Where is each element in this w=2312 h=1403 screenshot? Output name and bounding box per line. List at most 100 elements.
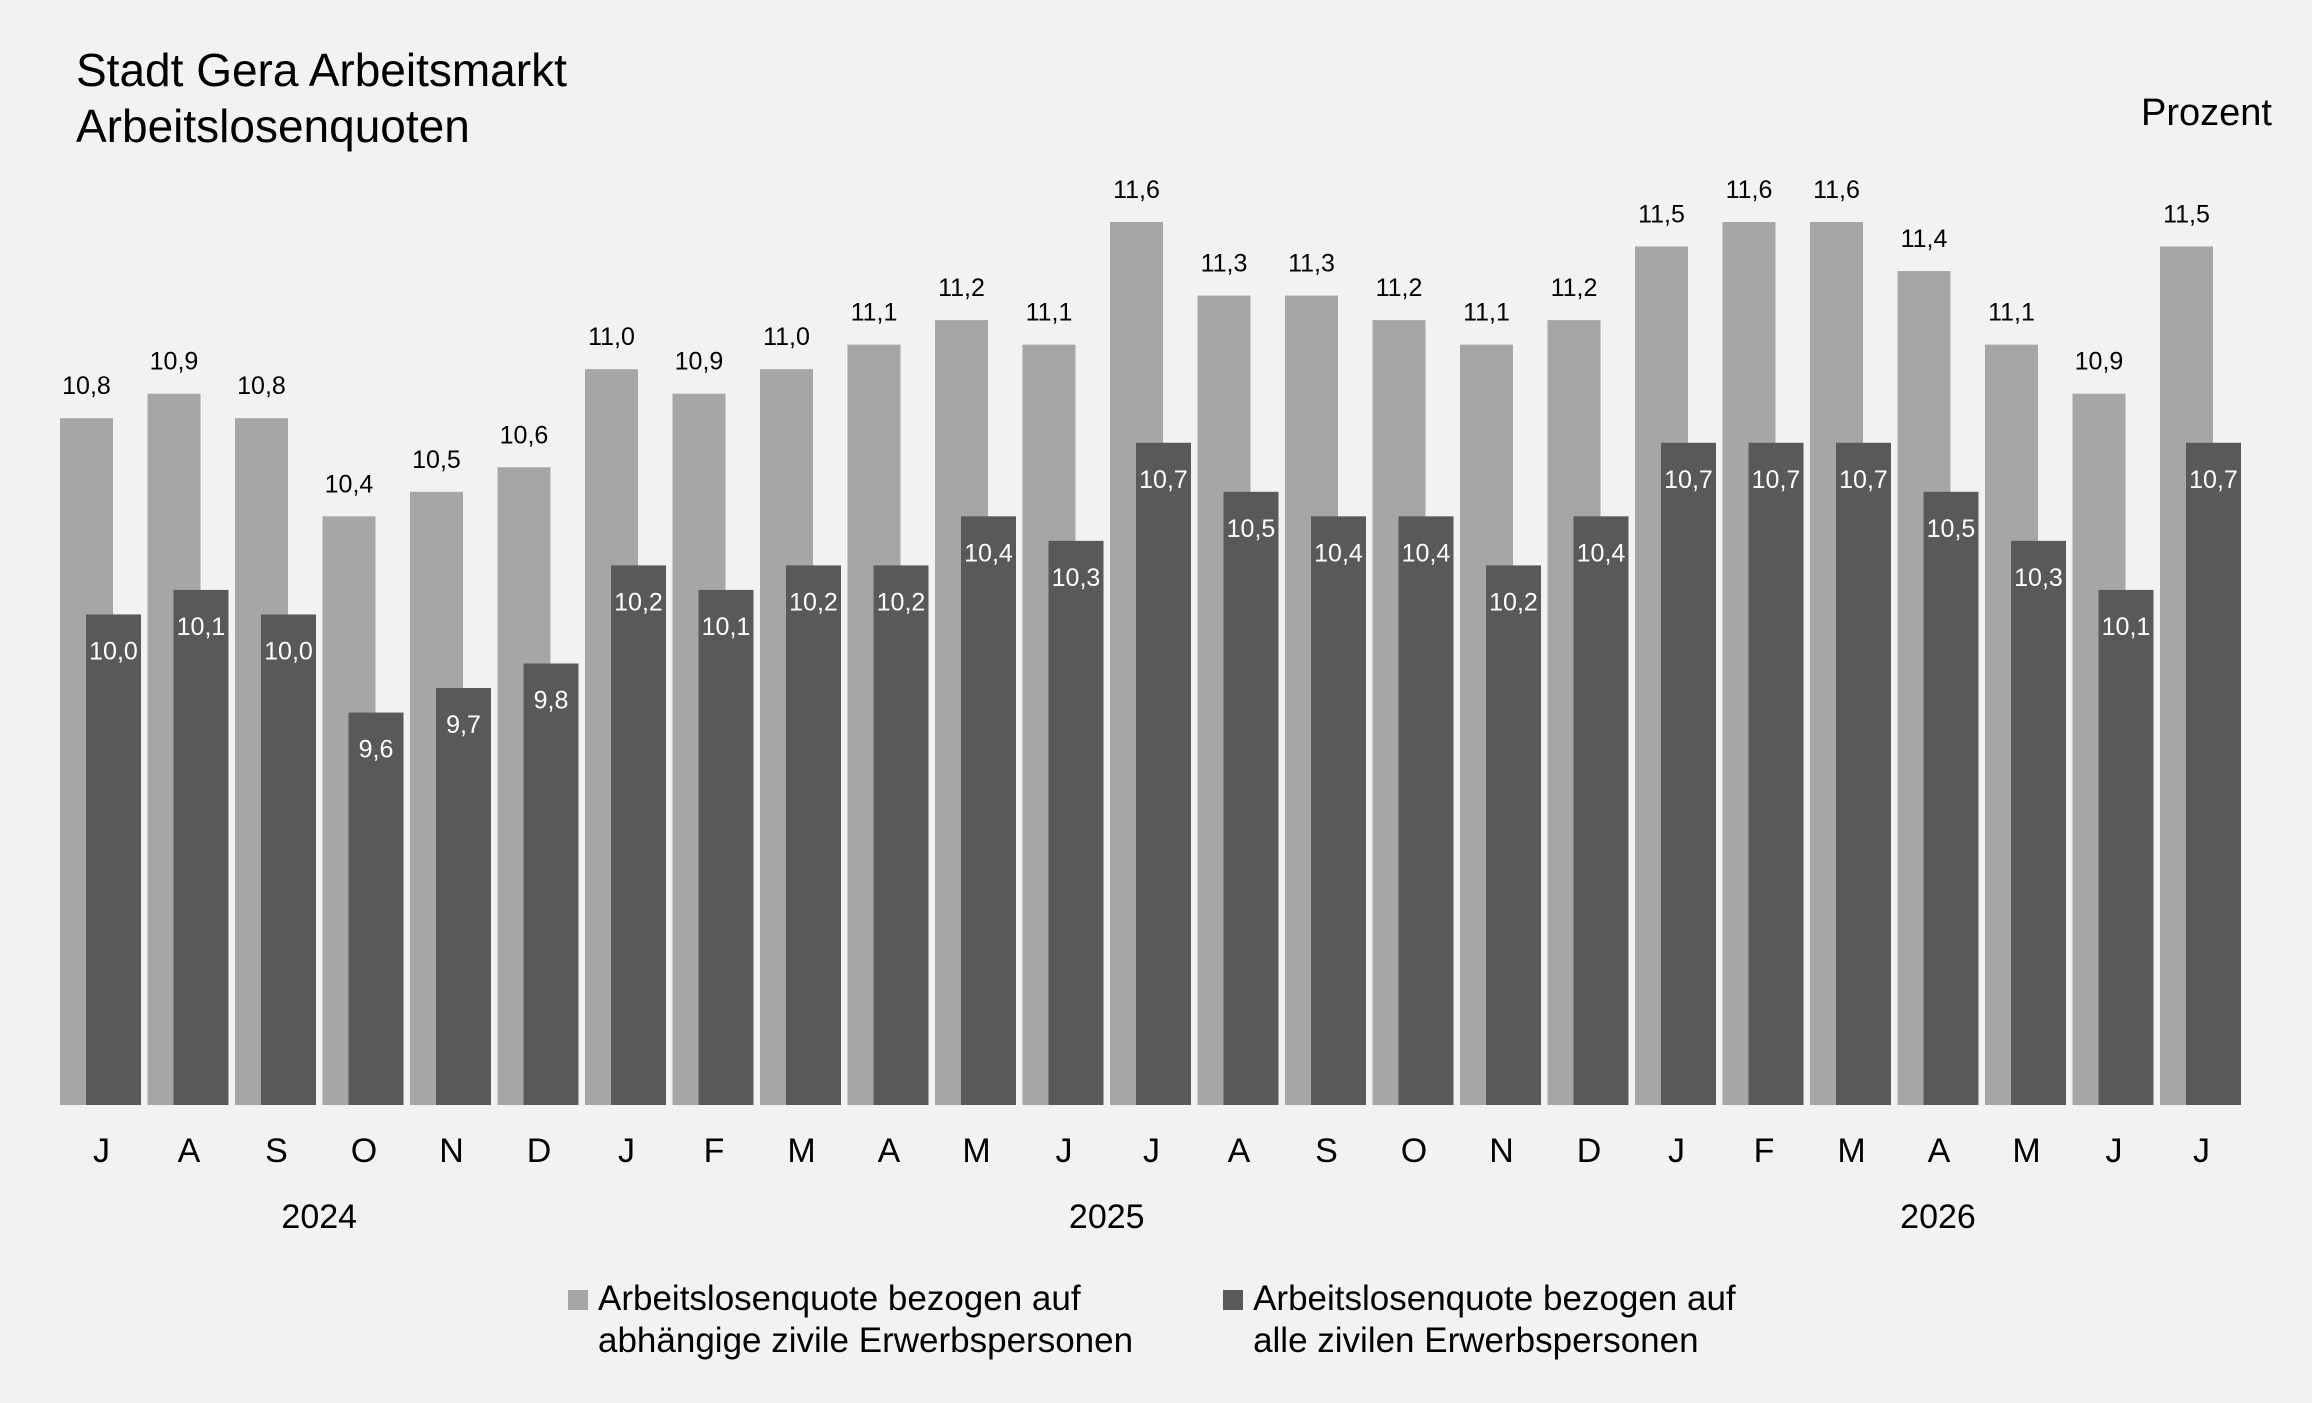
data-label-all-11: 10,3 xyxy=(1052,564,1101,592)
bar-all-8 xyxy=(786,565,841,1105)
x-tick-label-2: S xyxy=(265,1132,288,1170)
data-label-dependent-22: 11,1 xyxy=(1988,299,2035,327)
data-label-all-0: 10,0 xyxy=(89,637,138,665)
data-label-dependent-0: 10,8 xyxy=(62,372,111,400)
data-label-all-8: 10,2 xyxy=(789,588,838,616)
legend-label-all-line2: alle zivilen Erwerbspersonen xyxy=(1253,1321,1699,1360)
data-label-all-13: 10,5 xyxy=(1227,515,1276,543)
x-tick-label-9: A xyxy=(878,1132,901,1170)
data-label-dependent-23: 10,9 xyxy=(2075,348,2124,376)
x-tick-label-12: J xyxy=(1143,1132,1160,1170)
x-tick-label-3: O xyxy=(351,1132,377,1170)
bar-all-19 xyxy=(1748,442,1804,1105)
x-tick-label-4: N xyxy=(439,1132,464,1170)
data-label-all-16: 10,2 xyxy=(1489,588,1538,616)
bar-all-0 xyxy=(86,614,141,1105)
x-tick-label-20: M xyxy=(1837,1132,1865,1170)
legend-item-all: Arbeitslosenquote bezogen auf alle zivil… xyxy=(1223,1278,1736,1362)
data-label-dependent-21: 11,4 xyxy=(1901,225,1948,253)
bar-all-4 xyxy=(436,688,491,1105)
bar-all-5 xyxy=(523,663,579,1105)
data-label-all-15: 10,4 xyxy=(1402,539,1451,567)
bar-all-12 xyxy=(1136,442,1191,1105)
legend-label-dependent-line1: Arbeitslosenquote bezogen auf xyxy=(598,1279,1081,1318)
bar-all-2 xyxy=(261,614,316,1105)
data-label-all-20: 10,7 xyxy=(1839,466,1888,494)
data-label-all-6: 10,2 xyxy=(614,588,663,616)
x-tick-label-15: O xyxy=(1401,1132,1427,1170)
x-tick-label-10: M xyxy=(962,1132,990,1170)
legend-label-all-line1: Arbeitslosenquote bezogen auf xyxy=(1253,1279,1736,1318)
x-tick-label-5: D xyxy=(527,1132,552,1170)
x-tick-label-7: F xyxy=(704,1132,725,1170)
bar-all-13 xyxy=(1223,491,1279,1105)
data-label-dependent-16: 11,1 xyxy=(1463,299,1510,327)
data-label-dependent-13: 11,3 xyxy=(1201,250,1248,278)
data-label-all-18: 10,7 xyxy=(1664,466,1713,494)
title-line-1: Stadt Gera Arbeitsmarkt xyxy=(76,44,567,96)
bar-all-18 xyxy=(1661,442,1716,1105)
data-label-dependent-24: 11,5 xyxy=(2163,201,2210,229)
data-label-all-21: 10,5 xyxy=(1927,515,1976,543)
data-label-dependent-10: 11,2 xyxy=(938,274,985,302)
x-tick-label-8: M xyxy=(787,1132,815,1170)
x-tick-label-14: S xyxy=(1315,1132,1338,1170)
bar-all-10 xyxy=(961,516,1016,1105)
data-label-all-12: 10,7 xyxy=(1139,466,1188,494)
x-tick-label-23: J xyxy=(2106,1132,2123,1170)
bar-all-20 xyxy=(1836,442,1891,1105)
data-label-all-17: 10,4 xyxy=(1577,539,1626,567)
x-tick-label-24: J xyxy=(2193,1132,2210,1170)
x-tick-label-21: A xyxy=(1928,1132,1951,1170)
bar-all-14 xyxy=(1311,516,1366,1105)
data-label-dependent-11: 11,1 xyxy=(1026,299,1073,327)
legend-item-dependent: Arbeitslosenquote bezogen auf abhängige … xyxy=(568,1278,1133,1362)
data-label-dependent-20: 11,6 xyxy=(1813,176,1860,204)
bar-all-24 xyxy=(2186,442,2241,1105)
legend-swatch-all xyxy=(1223,1290,1244,1310)
data-label-all-2: 10,0 xyxy=(264,637,313,665)
x-tick-label-6: J xyxy=(618,1132,635,1170)
bar-all-6 xyxy=(611,565,666,1105)
bar-chart: 10,8 10,9 10,8 10,4 10,5 10,6 11,0 10,9 11,0 11,1… xyxy=(60,176,2241,1236)
data-label-all-5: 9,8 xyxy=(534,687,569,715)
data-label-dependent-14: 11,3 xyxy=(1288,250,1335,278)
bar-all-7 xyxy=(698,589,754,1105)
data-label-all-23: 10,1 xyxy=(2102,613,2151,641)
data-label-all-7: 10,1 xyxy=(702,613,751,641)
x-tick-label-18: J xyxy=(1668,1132,1685,1170)
data-label-all-19: 10,7 xyxy=(1752,466,1801,494)
data-label-dependent-5: 10,6 xyxy=(500,421,549,449)
data-label-all-22: 10,3 xyxy=(2014,564,2063,592)
x-tick-label-1: A xyxy=(178,1132,201,1170)
year-label-2025: 2025 xyxy=(1069,1198,1145,1236)
data-label-all-24: 10,7 xyxy=(2189,466,2238,494)
x-tick-label-11: J xyxy=(1056,1132,1073,1170)
bar-all-16 xyxy=(1486,565,1541,1105)
legend-swatch-dependent xyxy=(568,1290,588,1310)
x-tick-label-13: A xyxy=(1228,1132,1251,1170)
title-line-2: Arbeitslosenquoten xyxy=(76,100,470,152)
bar-all-11 xyxy=(1048,540,1104,1105)
data-label-dependent-15: 11,2 xyxy=(1376,274,1423,302)
data-label-dependent-19: 11,6 xyxy=(1726,176,1773,204)
data-label-dependent-6: 11,0 xyxy=(588,323,635,351)
data-label-dependent-2: 10,8 xyxy=(237,372,286,400)
data-label-all-3: 9,6 xyxy=(359,736,394,764)
data-label-all-1: 10,1 xyxy=(177,613,226,641)
bar-all-3 xyxy=(348,712,404,1105)
bar-all-23 xyxy=(2098,589,2154,1105)
x-tick-label-22: M xyxy=(2012,1132,2040,1170)
x-tick-label-17: D xyxy=(1577,1132,1602,1170)
x-tick-label-0: J xyxy=(93,1132,110,1170)
bar-all-1 xyxy=(173,589,229,1105)
data-label-dependent-7: 10,9 xyxy=(675,348,724,376)
bar-all-17 xyxy=(1573,516,1629,1105)
bar-all-15 xyxy=(1398,516,1454,1105)
legend-label-dependent-line2: abhängige zivile Erwerbspersonen xyxy=(598,1321,1134,1360)
data-label-dependent-9: 11,1 xyxy=(851,299,898,327)
bar-all-21 xyxy=(1923,491,1979,1105)
data-label-dependent-8: 11,0 xyxy=(763,323,810,351)
bar-all-9 xyxy=(873,565,929,1105)
year-label-2026: 2026 xyxy=(1900,1198,1976,1236)
